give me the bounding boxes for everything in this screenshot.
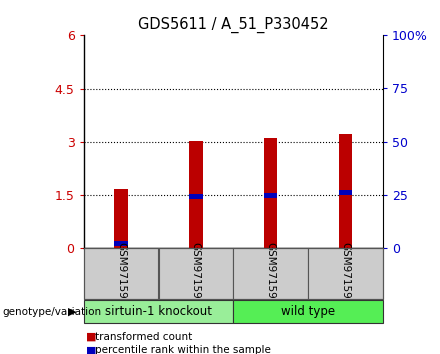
Text: GSM971593: GSM971593: [116, 242, 126, 305]
Bar: [114, 189, 128, 248]
Bar: [114, 241, 128, 246]
Text: ■: ■: [86, 332, 96, 342]
Text: GSM971594: GSM971594: [341, 242, 350, 305]
Bar: [84, 299, 233, 324]
Text: wild type: wild type: [281, 305, 335, 318]
Bar: [158, 248, 233, 299]
Bar: [339, 190, 352, 194]
Text: genotype/variation: genotype/variation: [2, 307, 101, 316]
Title: GDS5611 / A_51_P330452: GDS5611 / A_51_P330452: [138, 16, 329, 33]
Bar: [189, 141, 202, 248]
Text: ▶: ▶: [68, 307, 77, 316]
Bar: [189, 194, 202, 199]
Bar: [264, 193, 277, 198]
Text: transformed count: transformed count: [95, 332, 192, 342]
Text: GSM971595: GSM971595: [191, 242, 201, 305]
Bar: [233, 248, 308, 299]
Text: GSM971592: GSM971592: [266, 242, 275, 305]
Text: percentile rank within the sample: percentile rank within the sample: [95, 346, 271, 354]
Text: ■: ■: [86, 346, 96, 354]
Bar: [84, 248, 158, 299]
Bar: [264, 138, 277, 248]
Bar: [233, 299, 383, 324]
Bar: [308, 248, 383, 299]
Bar: [339, 134, 352, 248]
Text: sirtuin-1 knockout: sirtuin-1 knockout: [105, 305, 212, 318]
